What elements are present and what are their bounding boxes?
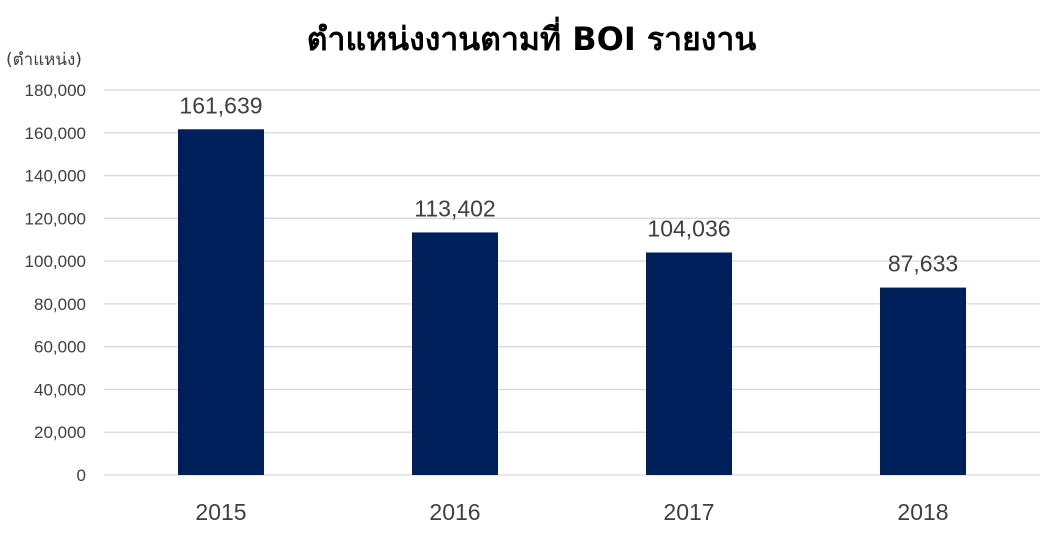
bar [178,129,264,475]
y-tick-label: 120,000 [25,209,86,228]
x-tick-label: 2018 [897,499,948,525]
x-tick-label: 2017 [663,499,714,525]
y-axis-ticks: 0 20,000 40,000 60,000 80,000 100,000 120,000 1… [25,81,86,485]
y-tick-label: 180,000 [25,81,86,100]
x-tick-label: 2015 [195,499,246,525]
y-tick-label: 80,000 [34,295,86,314]
y-axis-label: (ตำแหน่ง) [6,50,82,70]
y-tick-label: 140,000 [25,167,86,186]
y-tick-label: 40,000 [34,380,86,399]
y-tick-label: 60,000 [34,338,86,357]
data-label: 161,639 [179,92,262,118]
bar [646,252,732,475]
bars [178,129,966,475]
data-labels: 161,639 113,402 104,036 87,633 [179,92,958,276]
chart-title: ตำแหน่งงานตามที่ BOI รายงาน [306,20,757,58]
y-tick-label: 160,000 [25,124,86,143]
y-tick-label: 100,000 [25,252,86,271]
y-tick-label: 20,000 [34,423,86,442]
x-axis-ticks: 2015 2016 2017 2018 [195,499,948,525]
data-label: 113,402 [414,195,495,221]
x-tick-label: 2016 [429,499,480,525]
data-label: 104,036 [647,215,730,241]
bar [880,287,966,475]
bar [412,232,498,475]
y-tick-label: 0 [77,466,86,485]
data-label: 87,633 [888,251,958,277]
